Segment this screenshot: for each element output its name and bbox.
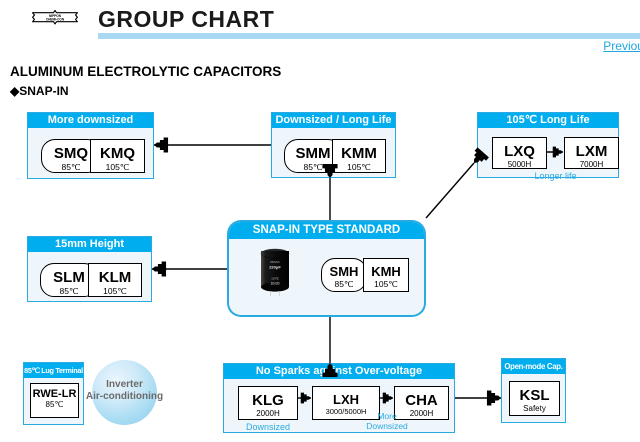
svg-text:220μF: 220μF (269, 264, 281, 269)
svg-text:CHEMI-CON: CHEMI-CON (46, 17, 65, 21)
svg-text:10x20: 10x20 (270, 281, 279, 285)
